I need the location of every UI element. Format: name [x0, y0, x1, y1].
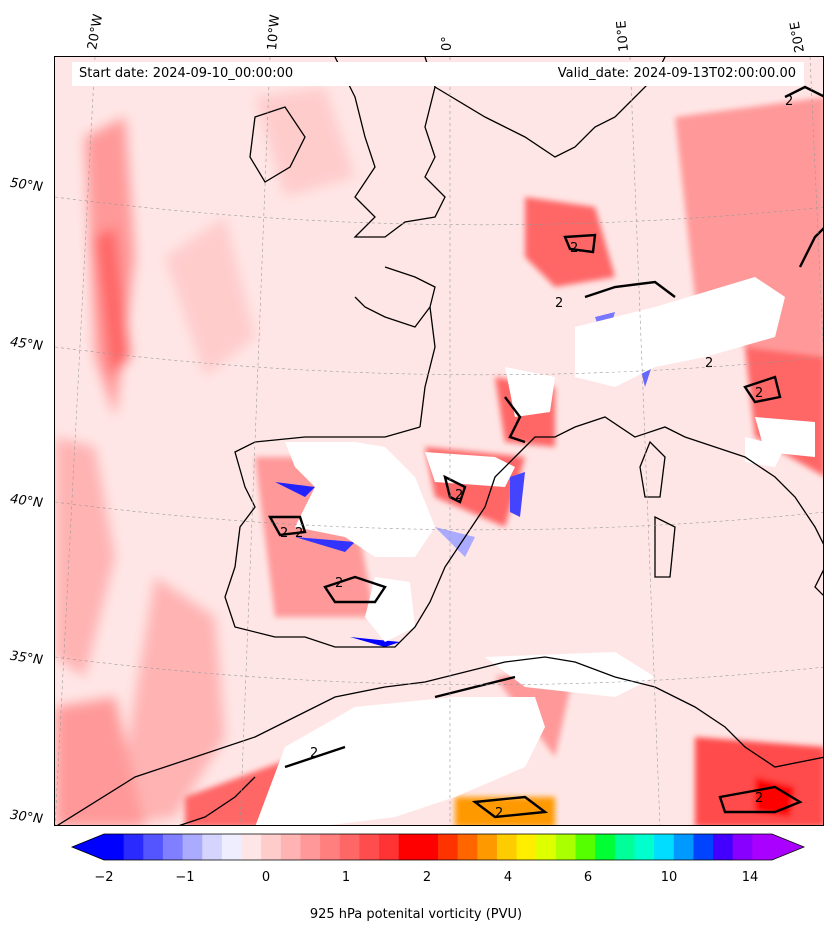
coastlines — [56, 57, 823, 825]
colorbar-segment — [438, 834, 459, 860]
colorbar-segment — [143, 834, 164, 860]
masked-terrain — [255, 277, 815, 825]
lon-label-20w: 20°W — [85, 13, 107, 52]
colorbar-tick: 10 — [660, 870, 678, 885]
contour-label: 2 — [705, 356, 713, 371]
colorbar-segment — [398, 834, 419, 860]
contour-label: 2 — [455, 488, 463, 503]
lat-label-40n: 40°N — [9, 491, 44, 512]
valid-date-label: Valid_date: 2024-09-13T02:00:00.00 — [557, 66, 796, 81]
colorbar-segment — [418, 834, 439, 860]
colorbar-segment — [536, 834, 557, 860]
contour-label: 2 — [755, 386, 763, 401]
contour-label: 2 — [755, 791, 763, 806]
colorbar-tick: −1 — [175, 870, 195, 885]
colorbar-segment — [241, 834, 262, 860]
colorbar-segment — [634, 834, 655, 860]
contour-label: 2 — [555, 296, 563, 311]
contour-label: 2 — [495, 806, 503, 821]
colorbar-segment — [261, 834, 282, 860]
colorbar-tick: 1 — [341, 870, 351, 885]
colorbar-segment — [182, 834, 203, 860]
lon-label-20e: 20°E — [787, 20, 808, 54]
lon-label-10w: 10°W — [265, 13, 284, 51]
colorbar-outline — [70, 833, 806, 861]
pv-2-contours — [267, 85, 823, 819]
colorbar-segment — [221, 834, 243, 860]
colorbar-segment — [359, 834, 380, 860]
colorbar-segment — [595, 834, 616, 860]
colorbar-segment — [693, 834, 714, 860]
colorbar-tick: 2 — [422, 870, 432, 885]
colorbar-segment — [713, 834, 734, 860]
contour-label: 2 — [295, 526, 303, 541]
colorbar-segment — [202, 834, 223, 860]
colorbar — [70, 833, 806, 861]
contour-label: 2 — [570, 241, 578, 256]
start-date-label: Start date: 2024-09-10_00:00:00 — [79, 66, 294, 81]
colorbar-segment — [104, 834, 125, 860]
lat-label-50n: 50°N — [9, 175, 44, 196]
colorbar-segment — [614, 834, 635, 860]
colorbar-tick: −2 — [94, 870, 114, 885]
colorbar-segment — [654, 834, 675, 860]
colorbar-segment — [320, 834, 341, 860]
lon-label-10e: 10°E — [614, 19, 632, 53]
colorbar-tick: 6 — [583, 870, 593, 885]
contour-label: 2 — [335, 576, 343, 591]
contour-label: 2 — [785, 94, 793, 109]
lat-label-35n: 35°N — [9, 648, 44, 669]
lat-label-45n: 45°N — [9, 334, 44, 355]
colorbar-segment — [516, 834, 537, 860]
colorbar-segment — [555, 834, 577, 860]
colorbar-segment — [575, 834, 596, 860]
colorbar-min-extend — [72, 834, 104, 860]
colorbar-segment — [496, 834, 518, 860]
atlantic-pv-streaks — [55, 87, 355, 825]
colorbar-segment — [732, 834, 753, 860]
colorbar-segment — [300, 834, 321, 860]
colorbar-tick: 4 — [503, 870, 513, 885]
colorbar-tick: 0 — [261, 870, 271, 885]
graticule — [55, 57, 823, 825]
colorbar-segment — [280, 834, 301, 860]
lat-label-30n: 30°N — [9, 807, 44, 828]
colorbar-label: 925 hPa potenital vorticity (PVU) — [309, 907, 523, 922]
header-box — [72, 62, 804, 86]
lon-label-0: 0° — [440, 36, 455, 51]
colorbar-segment — [673, 834, 694, 860]
contour-label: 2 — [280, 526, 288, 541]
colorbar-segment — [457, 834, 478, 860]
colorbar-segment — [162, 834, 184, 860]
contour-label: 2 — [310, 746, 318, 761]
colorbar-max-extend — [772, 834, 804, 860]
colorbar-segment — [752, 834, 773, 860]
colorbar-segment — [379, 834, 400, 860]
colorbar-segment — [477, 834, 498, 860]
colorbar-segment — [123, 834, 144, 860]
colorbar-tick: 14 — [741, 870, 759, 885]
colorbar-segment — [339, 834, 360, 860]
